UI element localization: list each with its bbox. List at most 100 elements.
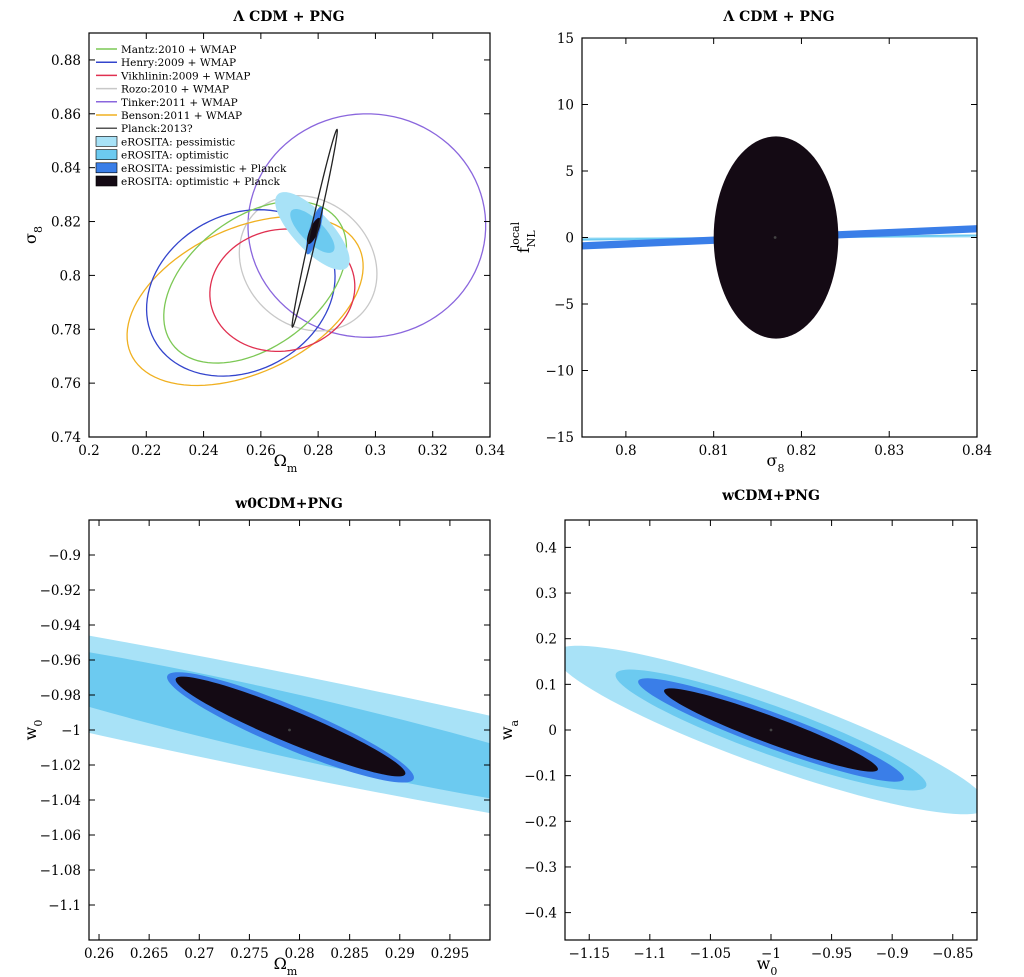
y-tick-label: −1.04 xyxy=(40,793,81,809)
x-axis-label-main: σ xyxy=(767,451,778,470)
x-axis-label-subscript: 8 xyxy=(777,462,784,475)
y-tick-label: −0.1 xyxy=(524,769,557,785)
y-tick-label: −1.06 xyxy=(40,828,81,844)
x-tick-label: 0.82 xyxy=(786,443,816,459)
legend-label: Rozo:2010 + WMAP xyxy=(121,84,229,96)
legend-fill-swatch xyxy=(95,136,118,147)
legend-label: eROSITA: optimistic xyxy=(121,150,229,162)
legend-label: Planck:2013? xyxy=(121,123,193,135)
y-axis-label: fNLlocal xyxy=(509,221,538,253)
legend-label: Mantz:2010 + WMAP xyxy=(121,44,236,56)
plot-frame xyxy=(88,32,491,438)
panel-title: Λ CDM + PNG xyxy=(722,9,834,25)
y-axis-label: w0 xyxy=(21,720,45,741)
y-axis-label: wa xyxy=(497,719,521,740)
x-tick-label: 0.83 xyxy=(874,443,904,459)
x-axis-label-main: Ω xyxy=(274,451,287,470)
y-tick-label: −0.4 xyxy=(524,906,557,922)
y-tick-label: −0.96 xyxy=(40,653,81,669)
plot-area xyxy=(582,136,977,339)
legend-label: eROSITA: pessimistic + Planck xyxy=(121,163,287,175)
y-tick-label: −1.02 xyxy=(40,758,81,774)
y-tick-label: 0.84 xyxy=(51,161,81,177)
x-tick-label: −1.05 xyxy=(690,946,731,962)
y-tick-label: 0.8 xyxy=(60,268,81,284)
plot-area xyxy=(89,635,490,814)
panel-lcdm-fnl-sigma8: 0.8 0.81 0.82 0.83 0.84 −15 −10 −5 0 5 10 15 Λ CDM +… xyxy=(509,9,992,475)
y-tick-label: −1.1 xyxy=(48,898,81,914)
x-axis-label-subscript: m xyxy=(287,462,298,475)
x-tick-label: 0.26 xyxy=(246,443,276,459)
legend-fill-swatch xyxy=(95,175,118,187)
x-tick-label: 0.84 xyxy=(962,443,992,459)
x-tick-label: 0.27 xyxy=(184,946,214,962)
contour-mantz-2010-wmap xyxy=(163,200,348,364)
legend-label: Henry:2009 + WMAP xyxy=(121,57,236,69)
x-axis-label: σ8 xyxy=(767,451,785,475)
x-tick-label: 0.275 xyxy=(230,946,269,962)
y-axis-label-subscript: 8 xyxy=(32,226,45,233)
plot-area xyxy=(126,113,487,387)
x-tick-label: 0.285 xyxy=(330,946,369,962)
panel-lcdm-sigma8-omegam: 0.2 0.22 0.24 0.26 0.28 0.3 0.32 0.34 0.74 0.76 0.… xyxy=(21,9,505,475)
y-tick-label: 0 xyxy=(548,723,557,739)
y-tick-label: 0.1 xyxy=(536,677,557,693)
x-axis-label-main: Ω xyxy=(274,954,287,973)
panel-wcdm-wa-w0: −1.15 −1.1 −1.05 −1 −0.95 −0.9 −0.85 −0.4 −0.3 −0… xyxy=(497,488,978,977)
y-tick-label: −0.92 xyxy=(40,583,81,599)
y-axis-label-main: w xyxy=(497,726,516,740)
x-tick-label: −1 xyxy=(761,946,781,962)
y-axis-label: σ8 xyxy=(21,226,45,244)
x-axis-label-main: w xyxy=(757,954,771,973)
panel-title: w0CDM+PNG xyxy=(234,496,343,512)
x-tick-label: 0.22 xyxy=(131,443,161,459)
x-tick-label: 0.295 xyxy=(431,946,470,962)
y-tick-label: 0.78 xyxy=(51,322,81,338)
x-tick-label: −0.9 xyxy=(876,946,909,962)
y-tick-label: 15 xyxy=(557,31,574,47)
x-tick-label: 0.32 xyxy=(418,443,448,459)
legend-label: Tinker:2011 + WMAP xyxy=(121,97,238,109)
y-axis-label-main: w xyxy=(21,726,40,740)
x-tick-label: 0.29 xyxy=(385,946,415,962)
x-tick-label: 0.24 xyxy=(189,443,219,459)
y-axis-label-subscript: 0 xyxy=(32,720,45,727)
y-tick-label: 0.2 xyxy=(536,632,557,648)
panel-w0cdm-w0-omegam: 0.26 0.265 0.27 0.275 0.28 0.285 0.29 0.295 −1.1… xyxy=(21,496,491,977)
x-tick-label: 0.8 xyxy=(615,443,636,459)
x-tick-label: 0.28 xyxy=(303,443,333,459)
y-tick-label: −10 xyxy=(546,364,575,380)
x-tick-label: 0.265 xyxy=(130,946,169,962)
fiducial-point xyxy=(288,728,291,732)
y-tick-label: 0.88 xyxy=(51,53,81,69)
y-axis-label-subscript: NL xyxy=(525,230,538,248)
legend-label: Vikhlinin:2009 + WMAP xyxy=(120,70,250,82)
x-tick-label: −1.15 xyxy=(569,946,610,962)
y-tick-label: 0.86 xyxy=(51,107,81,123)
y-tick-label: 0.74 xyxy=(51,430,81,446)
plot-area xyxy=(565,645,977,815)
y-tick-label: 10 xyxy=(557,98,574,114)
legend-label: Benson:2011 + WMAP xyxy=(121,110,242,122)
y-axis-label-main: f xyxy=(514,246,533,253)
y-tick-label: 0 xyxy=(565,231,574,247)
y-tick-label: −1 xyxy=(61,723,81,739)
y-tick-label: 5 xyxy=(565,164,574,180)
legend-fill-swatch xyxy=(95,162,118,174)
y-tick-label: −0.2 xyxy=(524,814,557,830)
y-tick-label: −0.9 xyxy=(48,548,81,564)
y-axis-label-superscript: local xyxy=(509,221,522,248)
x-tick-label: 0.2 xyxy=(78,443,99,459)
y-tick-label: −0.3 xyxy=(524,860,557,876)
x-tick-label: −0.95 xyxy=(811,946,852,962)
y-axis-label-subscript: a xyxy=(508,719,521,726)
x-axis-label-subscript: m xyxy=(287,965,298,977)
fiducial-point xyxy=(769,728,773,732)
x-tick-label: 0.81 xyxy=(699,443,729,459)
contour-erosita-optimistic-planck xyxy=(306,217,321,245)
contour-planck-2013 xyxy=(291,128,338,328)
legend-fill-swatch xyxy=(95,149,118,160)
fiducial-point xyxy=(773,236,777,239)
y-tick-label: −5 xyxy=(554,297,574,313)
